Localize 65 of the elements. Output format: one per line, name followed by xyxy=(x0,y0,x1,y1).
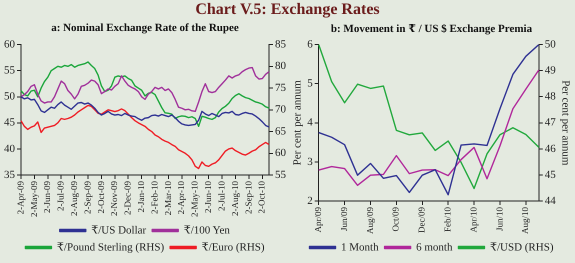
x-tick-label: 2-May-10 xyxy=(190,180,200,218)
x-tick-label: Dec/09 xyxy=(416,206,427,233)
x-tick-label: 2-Aug-10 xyxy=(230,180,240,216)
y-axis-title: Per cent per annum xyxy=(291,80,304,166)
y2-tick-label: 50 xyxy=(544,38,556,50)
x-tick-label: 2-Aug-09 xyxy=(68,180,79,216)
y2-tick-label: 44 xyxy=(544,194,556,207)
y2-tick-label: 65 xyxy=(275,125,286,138)
y2-tick-label: 85 xyxy=(275,38,286,50)
y-tick-label: 3 xyxy=(307,156,314,168)
y-tick-label: 2 xyxy=(307,194,313,207)
y2-axis-title: Per cent per annum xyxy=(560,80,572,166)
y2-tick-label: 75 xyxy=(275,82,286,94)
y-tick-label: 55 xyxy=(4,64,16,77)
x-tick-label: 2-Oct-10 xyxy=(256,180,267,214)
y2-tick-label: 80 xyxy=(275,60,286,72)
x-tick-label: 2-Jul-10 xyxy=(216,180,226,212)
x-tick-label: 2-Feb-10 xyxy=(149,180,160,214)
y2-tick-label: 46 xyxy=(544,142,556,155)
x-tick-label: Aug/09 xyxy=(364,206,375,234)
chart-subtitle: a: Nominal Exchange Rate of the Rupee xyxy=(50,22,240,34)
x-tick-label: 2-Mar-10 xyxy=(162,180,173,216)
x-tick-label: 2-Nov-09 xyxy=(109,180,120,216)
x-tick-label: Jun/09 xyxy=(338,206,349,232)
x-tick-label: 2-Oct-09 xyxy=(96,180,106,214)
x-tick-label: 2-Jul-09 xyxy=(56,180,66,212)
legend-label: 1 Month xyxy=(341,241,380,254)
x-tick-label: 2-May-09 xyxy=(28,180,39,218)
y-tick-label: 35 xyxy=(4,168,16,181)
y-tick-label: 5 xyxy=(307,78,314,90)
x-tick-label: 2-Sep-10 xyxy=(243,180,254,214)
y-tick-label: 6 xyxy=(307,38,314,50)
x-tick-label: 2-Dec-09 xyxy=(122,180,133,215)
y-tick-label: 40 xyxy=(4,142,16,155)
y-tick-label: 60 xyxy=(4,38,16,50)
y2-tick-label: 49 xyxy=(544,64,556,77)
y2-tick-label: 48 xyxy=(544,90,556,103)
x-tick-label: 2-Sep-09 xyxy=(82,180,92,214)
x-tick-label: 2-Jun-09 xyxy=(42,180,52,214)
x-tick-label: Apr/10 xyxy=(468,206,478,232)
x-tick-label: Aug/10 xyxy=(520,206,530,234)
x-tick-label: 2-Jun-10 xyxy=(203,180,214,214)
y2-tick-label: 60 xyxy=(275,147,286,160)
chart-subtitle: b: Movement in ₹ / US $ Exchange Premia xyxy=(330,22,534,35)
x-tick-label: Feb/10 xyxy=(442,206,453,232)
y-tick-label: 4 xyxy=(307,116,314,129)
legend-label: ₹/Pound Sterling (RHS) xyxy=(56,241,164,254)
x-tick-label: Apr/09 xyxy=(313,206,324,232)
legend-label: ₹/Euro (RHS) xyxy=(202,241,265,254)
y2-tick-label: 55 xyxy=(275,168,286,181)
x-tick-label: 2-Jan-10 xyxy=(136,180,146,213)
x-tick-label: 2-Apr-10 xyxy=(176,180,186,214)
legend-label: ₹/100 Yen xyxy=(184,224,230,236)
legend-label: ₹/US Dollar xyxy=(91,224,147,236)
x-tick-label: Oct/09 xyxy=(390,206,401,232)
chart-title: Chart V.5: Exchange Rates xyxy=(194,1,381,19)
x-tick-label: Jun/10 xyxy=(494,206,504,232)
y2-tick-label: 45 xyxy=(544,168,556,181)
legend-label: 6 month xyxy=(416,241,453,254)
y-tick-label: 50 xyxy=(4,90,16,103)
y-tick-label: 45 xyxy=(4,116,16,129)
y2-tick-label: 47 xyxy=(544,116,556,129)
y2-tick-label: 70 xyxy=(275,104,286,116)
legend-label: ₹/USD (RHS) xyxy=(490,241,554,254)
x-tick-label: 2-Apr-09 xyxy=(15,180,26,214)
